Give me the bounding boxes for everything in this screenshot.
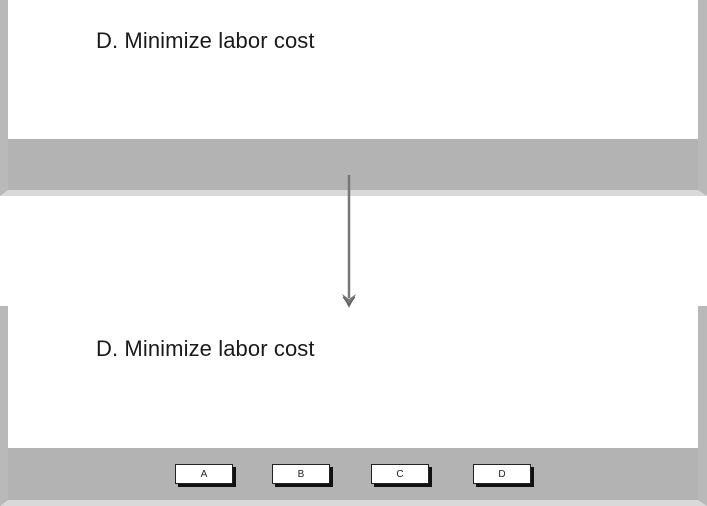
answer-option-d: D. Minimize labor cost (96, 336, 315, 361)
answer-b-button[interactable]: B (272, 464, 330, 484)
screen-content: D. Minimize labor cost (8, 0, 698, 139)
toolbar-empty (8, 139, 698, 190)
screen-after: D. Minimize labor cost A B C D (0, 306, 707, 506)
screen-before: D. Minimize labor cost (0, 0, 707, 196)
answer-c-button[interactable]: C (371, 464, 429, 484)
answer-toolbar: A B C D (8, 448, 698, 500)
answer-a-button[interactable]: A (175, 464, 233, 484)
screen-content: D. Minimize labor cost (8, 306, 698, 448)
answer-d-button[interactable]: D (473, 464, 531, 484)
answer-option-d: D. Minimize labor cost (96, 28, 315, 53)
